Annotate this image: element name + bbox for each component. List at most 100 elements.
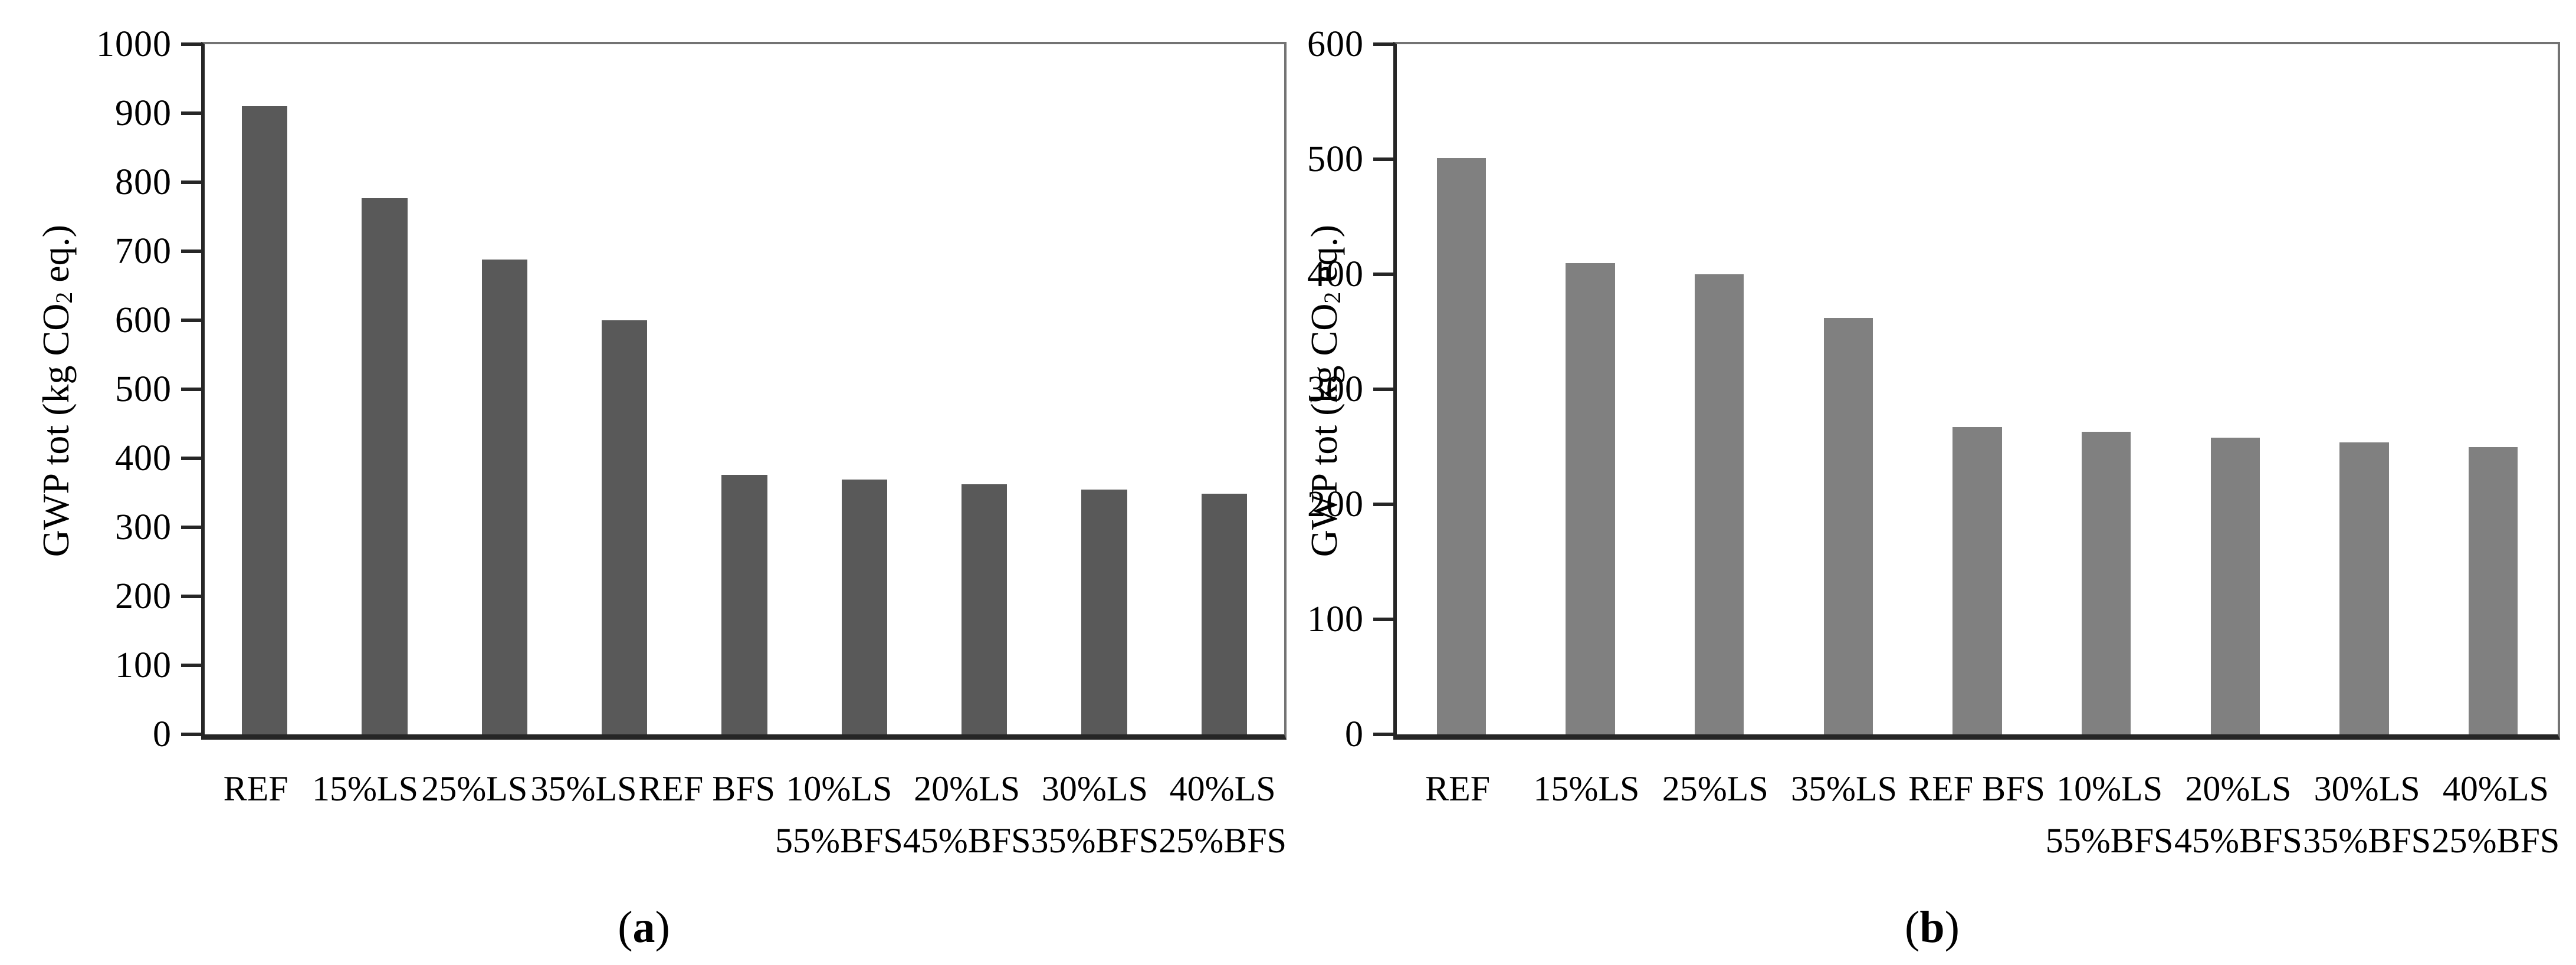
- x-axis-label-line: 25%LS: [421, 769, 528, 808]
- y-tick: 100: [1264, 601, 1393, 638]
- caption-a: (a): [0, 905, 1288, 950]
- x-axis-label: REF BFS: [638, 763, 775, 866]
- y-axis-title-pre: GWP tot (kg CO: [34, 303, 77, 557]
- y-axis-title-post: eq.): [34, 224, 77, 292]
- y-tick-label: 300: [1307, 369, 1364, 409]
- x-axis-labels: REF 15%LS 25%LS 35%LS REF BFS 10%LS 55%BFS 20%L…: [201, 763, 1287, 866]
- bar-ref bfs: [721, 475, 767, 734]
- bar-15%ls: [1566, 262, 1615, 734]
- x-axis-label-line: 20%LS: [914, 769, 1020, 808]
- x-axis-label: 20%LS 45%BFS: [2174, 763, 2302, 866]
- y-tick-mark: [181, 388, 201, 391]
- bar-ref: [1436, 158, 1486, 734]
- x-axis-label: 30%LS 35%BFS: [1031, 763, 1159, 866]
- x-axis-label-line: 30%LS: [2314, 769, 2420, 808]
- bar-35%ls: [1823, 318, 1873, 734]
- y-tick: 700: [71, 233, 201, 270]
- x-axis-label-line: 45%BFS: [903, 821, 1031, 860]
- caption-close-paren: ): [655, 902, 670, 952]
- plot-area: 0 100 200 300 400 500 600: [1307, 26, 2560, 753]
- y-tick: 400: [71, 440, 201, 477]
- y-tick-label: 200: [1307, 484, 1364, 524]
- bar-slot: [1913, 44, 2042, 734]
- y-tick-label: 400: [115, 438, 172, 478]
- bar-slot: [1784, 44, 1913, 734]
- y-tick: 400: [1264, 256, 1393, 293]
- bar-30%ls-35%bfs: [1081, 489, 1127, 734]
- bars: [1397, 44, 2558, 734]
- y-tick-label: 800: [115, 162, 172, 202]
- x-axis-label-line: 25%LS: [1662, 769, 1768, 808]
- y-tick-label: 600: [1307, 24, 1364, 64]
- x-axis-label: 25%LS: [420, 763, 529, 866]
- y-tick-mark: [181, 250, 201, 253]
- y-tick-mark: [181, 42, 201, 46]
- y-tick-label: 500: [1307, 139, 1364, 179]
- y-tick-label: 0: [1345, 714, 1364, 754]
- x-axis-label: 15%LS: [310, 763, 419, 866]
- x-axis-label-line: 55%BFS: [775, 821, 903, 860]
- x-axis-label-line: REF BFS: [638, 769, 775, 808]
- x-axis-label-line: 40%LS: [2442, 769, 2549, 808]
- y-tick-mark: [1373, 733, 1393, 736]
- y-tick-mark: [1373, 388, 1393, 391]
- y-tick: 1000: [71, 26, 201, 63]
- y-tick-mark: [181, 664, 201, 667]
- plot-area: 0 100 200 300 400 500 600 700 800 900 1000: [96, 26, 1287, 753]
- bar-20%ls-45%bfs: [962, 484, 1008, 734]
- y-tick-mark: [181, 457, 201, 460]
- y-tick-mark: [1373, 503, 1393, 506]
- y-tick-label: 0: [153, 714, 172, 754]
- x-axis-label: 40%LS 25%BFS: [1159, 763, 1287, 866]
- caption-letter: b: [1919, 902, 1945, 952]
- y-tick-label: 400: [1307, 254, 1364, 294]
- y-tick-label: 600: [115, 300, 172, 340]
- x-axis-label: 10%LS 55%BFS: [775, 763, 903, 866]
- caption-open-paren: (: [618, 902, 633, 952]
- bar-10%ls-55%bfs: [2082, 432, 2131, 734]
- x-axis-label-line: 55%BFS: [2045, 821, 2174, 860]
- y-tick-label: 100: [1307, 599, 1364, 639]
- x-axis-label-line: 10%LS: [2056, 769, 2163, 808]
- bar-slot: [1164, 44, 1284, 734]
- x-axis-label: REF BFS: [1908, 763, 2045, 866]
- caption-open-paren: (: [1905, 902, 1920, 952]
- x-axis-label: 20%LS 45%BFS: [903, 763, 1031, 866]
- x-axis-label-line: 35%LS: [1790, 769, 1897, 808]
- caption-close-paren: ): [1944, 902, 1960, 952]
- x-axis-label-line: 15%LS: [311, 769, 418, 808]
- bar-ref: [242, 106, 288, 734]
- y-tick: 300: [71, 509, 201, 546]
- bar-35%ls: [602, 320, 648, 734]
- bar-slot: [805, 44, 924, 734]
- x-axis-label: 10%LS 55%BFS: [2045, 763, 2174, 866]
- y-tick-mark: [1373, 157, 1393, 161]
- x-axis-label: REF: [1393, 763, 1522, 866]
- y-tick: 900: [71, 95, 201, 132]
- y-tick-label: 500: [115, 369, 172, 409]
- bar-slot: [1526, 44, 1655, 734]
- y-tick-mark: [181, 180, 201, 184]
- caption-b: (b): [1288, 905, 2576, 950]
- x-axis-label-line: REF: [1425, 769, 1491, 808]
- y-tick-label: 700: [115, 231, 172, 271]
- y-tick-mark: [181, 111, 201, 115]
- bar-slot: [924, 44, 1044, 734]
- y-tick-label: 100: [115, 645, 172, 685]
- y-tick: 600: [71, 302, 201, 339]
- bars: [205, 44, 1284, 734]
- x-axis-label: 30%LS 35%BFS: [2302, 763, 2431, 866]
- y-tick: 500: [1264, 141, 1393, 178]
- bar-slot: [2429, 44, 2558, 734]
- x-axis-label: REF: [201, 763, 310, 866]
- x-axis-label-line: 35%BFS: [1031, 821, 1159, 860]
- bar-slot: [565, 44, 684, 734]
- x-axis-label-line: 35%LS: [530, 769, 637, 808]
- x-axis-label-line: 20%LS: [2185, 769, 2292, 808]
- y-tick: 300: [1264, 371, 1393, 408]
- bar-10%ls-55%bfs: [841, 480, 887, 734]
- y-tick-label: 1000: [96, 24, 172, 64]
- x-axis-labels: REF 15%LS 25%LS 35%LS REF BFS 10%LS 55%BFS 20%L…: [1393, 763, 2560, 866]
- bar-slot: [2300, 44, 2429, 734]
- y-tick-mark: [181, 595, 201, 598]
